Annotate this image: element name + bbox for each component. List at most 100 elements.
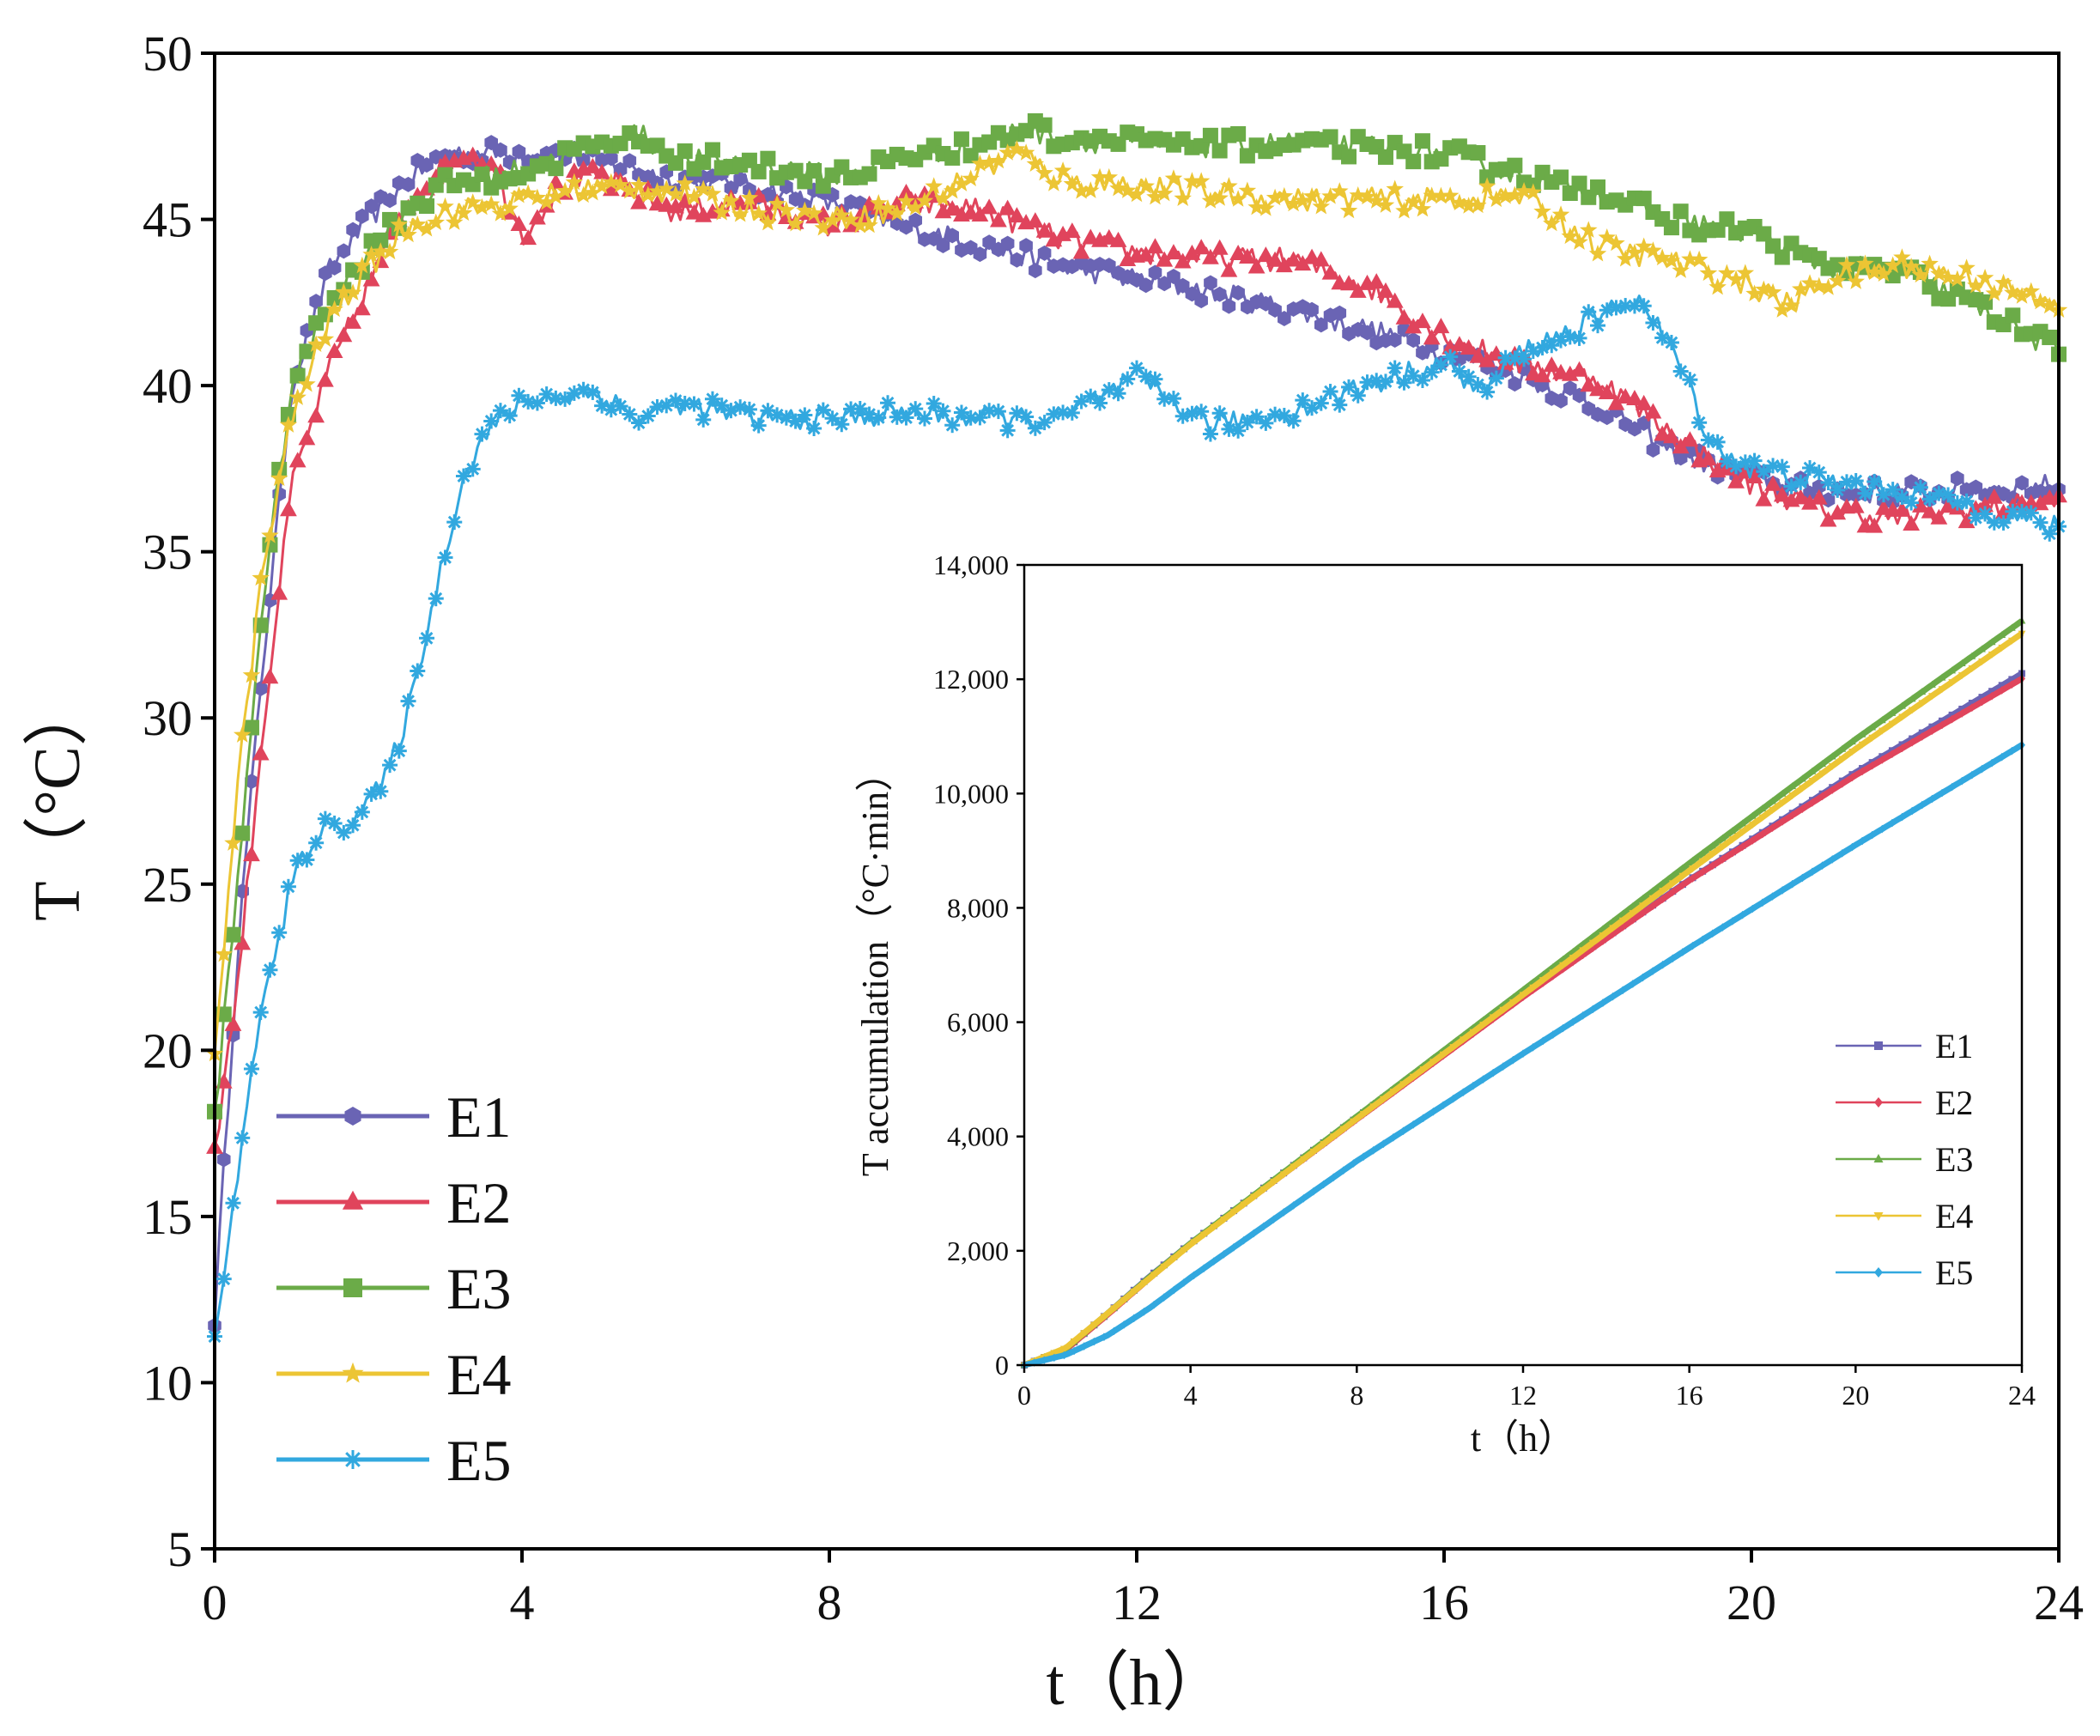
data-point-e3: [1758, 804, 1767, 812]
data-point-e5: [935, 403, 951, 419]
data-point-e5: [1470, 377, 1486, 393]
data-point-e1: [245, 774, 258, 790]
data-point-e4: [666, 185, 685, 202]
data-point-e4: [1275, 186, 1294, 204]
data-point-e2: [1678, 881, 1686, 889]
data-point-e5: [1998, 752, 2006, 762]
data-point-e4: [1331, 182, 1349, 199]
data-point-e4: [2031, 292, 2049, 310]
data-point-e2: [1921, 502, 1939, 519]
data-point-e4: [1690, 250, 1709, 268]
data-point-e5: [1165, 391, 1181, 407]
data-point-e4: [1609, 925, 1617, 932]
data-point-e4: [2040, 296, 2059, 314]
data-point-e2: [1045, 231, 1063, 247]
data-point-e4: [1559, 962, 1567, 969]
data-point-e5: [1387, 360, 1403, 376]
data-point-e4: [1229, 190, 1247, 207]
data-point-e4: [1199, 1231, 1208, 1239]
data-point-e5: [972, 410, 988, 426]
data-point-e4: [1376, 196, 1395, 213]
data-point-e5: [1649, 967, 1657, 975]
data-point-e1: [724, 180, 738, 197]
data-point-e2: [1460, 339, 1478, 355]
data-point-e5: [1729, 917, 1737, 926]
legend-label: E2: [1935, 1083, 1973, 1122]
data-point-e2: [1202, 248, 1219, 264]
data-point-e4: [804, 203, 823, 222]
data-point-e5: [1958, 493, 1975, 509]
data-point-e4: [1978, 658, 1986, 665]
data-point-e5: [1429, 1107, 1437, 1116]
data-point-e4: [1379, 1096, 1387, 1103]
data-point-e2: [234, 934, 252, 950]
data-point-e5: [1258, 415, 1274, 431]
main-y-tick-label: 15: [143, 1189, 192, 1245]
data-point-e5: [557, 391, 574, 407]
data-point-e3: [1590, 179, 1605, 196]
inset-x-axis-title: t（h）: [1471, 1417, 1575, 1460]
data-point-e5: [1184, 405, 1200, 422]
data-point-e4: [685, 187, 703, 205]
data-point-e2: [1958, 709, 1966, 718]
data-point-e2: [1165, 244, 1182, 260]
legend-entry-e1: E1: [276, 1084, 512, 1150]
data-point-e4: [731, 205, 750, 222]
data-point-e5: [1838, 848, 1846, 858]
data-point-e4: [823, 210, 841, 228]
data-point-e3: [1414, 133, 1430, 149]
data-point-e2: [1779, 817, 1787, 826]
series-e4: [205, 140, 2068, 1062]
data-point-e5: [713, 398, 730, 414]
data-point-e5: [1479, 384, 1496, 400]
data-point-e4: [1026, 155, 1045, 173]
data-point-e2: [1928, 726, 1936, 736]
data-point-e4: [713, 203, 731, 221]
data-point-e5: [391, 743, 407, 759]
data-point-e2: [1156, 251, 1174, 267]
data-point-e5: [1793, 474, 1809, 490]
data-point-e4: [1549, 969, 1557, 977]
data-point-e2: [270, 584, 288, 600]
data-point-e1: [253, 681, 268, 697]
data-point-e4: [777, 200, 796, 218]
data-point-e4: [1035, 163, 1053, 181]
data-point-e5: [308, 835, 325, 851]
data-point-e4: [925, 177, 943, 194]
data-point-e5: [1270, 1215, 1278, 1224]
data-point-e1: [364, 198, 379, 215]
legend-label: E4: [446, 1342, 512, 1407]
data-point-e5: [1663, 335, 1679, 351]
data-point-e4: [1423, 186, 1441, 203]
data-point-e5: [1064, 404, 1080, 421]
data-point-e2: [685, 203, 703, 220]
data-point-e5: [990, 404, 1006, 420]
data-point-e4: [1169, 1255, 1178, 1263]
data-point-e5: [1659, 960, 1666, 969]
data-point-e1: [327, 259, 342, 276]
data-point-e5: [1888, 818, 1896, 828]
inset-chart: 0 4 8 12 16 20 24 0 2,000 4,000 6,000 8,000 10,000 12…: [854, 549, 2036, 1460]
data-point-e1: [1948, 711, 1956, 719]
data-point-e2: [243, 846, 260, 862]
data-point-e4: [786, 214, 804, 232]
data-point-e2: [2031, 495, 2049, 511]
data-point-e5: [1190, 1271, 1198, 1280]
data-point-e4: [1489, 1014, 1497, 1022]
data-point-e2: [980, 198, 998, 215]
data-point-e2: [1340, 275, 1357, 291]
data-point-e5: [1857, 485, 1873, 501]
data-point-e5: [944, 417, 961, 434]
data-point-e4: [1238, 181, 1257, 198]
data-point-e4: [750, 204, 768, 222]
data-point-e5: [1130, 1314, 1138, 1323]
data-point-e3: [1868, 723, 1877, 731]
data-point-e5: [1460, 1088, 1467, 1097]
data-point-e2: [1644, 403, 1662, 419]
data-point-e4: [1681, 250, 1699, 267]
data-point-e4: [1858, 741, 1866, 749]
data-point-e4: [1818, 770, 1826, 778]
data-point-e1: [1646, 441, 1660, 458]
data-point-e4: [878, 199, 897, 216]
